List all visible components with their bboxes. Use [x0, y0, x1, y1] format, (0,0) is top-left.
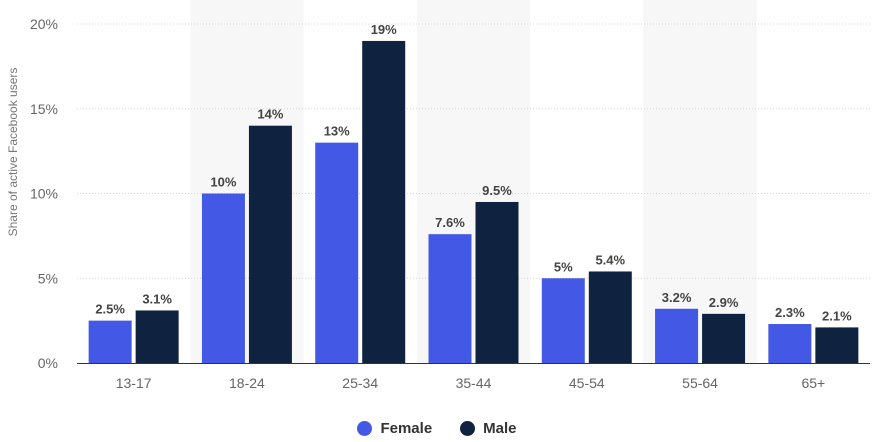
bar-male[interactable]: [815, 327, 859, 363]
x-tick-label: 45-54: [569, 375, 605, 391]
bar-male[interactable]: [702, 313, 746, 363]
data-label-female: 5%: [554, 259, 573, 274]
x-tick-label: 25-34: [342, 375, 378, 391]
x-tick-label: 18-24: [229, 375, 265, 391]
data-label-male: 3.1%: [142, 291, 172, 306]
bar-female[interactable]: [768, 324, 812, 363]
bar-chart: 0% 5% 10% 15% 20% Share of active Facebook u…: [6, 0, 870, 391]
bar-male[interactable]: [248, 125, 292, 363]
y-axis-ticks: 0% 5% 10% 15% 20%: [30, 16, 58, 371]
data-label-male: 19%: [371, 22, 397, 37]
data-label-female: 3.2%: [662, 290, 692, 305]
category-band: [643, 0, 757, 363]
bar-male[interactable]: [135, 310, 179, 363]
bar-female[interactable]: [428, 234, 472, 363]
x-tick-label: 13-17: [116, 375, 152, 391]
data-label-female: 2.5%: [95, 302, 125, 317]
data-label-male: 5.4%: [595, 252, 625, 267]
y-tick-label: 15%: [30, 101, 58, 117]
data-label-male: 2.9%: [709, 295, 739, 310]
data-label-female: 7.6%: [435, 215, 465, 230]
data-label-male: 14%: [257, 107, 283, 122]
x-tick-label: 35-44: [456, 375, 492, 391]
category-bands: [190, 0, 757, 363]
bar-female[interactable]: [88, 320, 132, 363]
bar-female[interactable]: [541, 278, 585, 363]
data-label-female: 10%: [210, 175, 236, 190]
y-tick-label: 0%: [38, 355, 58, 371]
y-axis-title: Share of active Facebook users: [6, 68, 20, 237]
x-axis-ticks: 13-17 18-24 25-34 35-44 45-54 55-64 65+: [116, 375, 825, 391]
bar-female[interactable]: [655, 308, 699, 363]
value-labels: 2.5% 3.1% 10% 14% 13% 19% 7.6% 9.5% 5% 5.4% 3.2% 2.…: [95, 22, 852, 323]
legend-label-female: Female: [380, 420, 433, 437]
data-label-female: 2.3%: [775, 305, 805, 320]
y-tick-label: 20%: [30, 16, 58, 32]
y-tick-label: 10%: [30, 186, 58, 202]
legend: Female Male: [0, 420, 874, 437]
bar-female[interactable]: [315, 142, 359, 363]
x-tick-label: 65+: [801, 375, 825, 391]
bar-female[interactable]: [201, 193, 245, 364]
bar-male[interactable]: [362, 40, 406, 363]
legend-item-female[interactable]: Female: [357, 420, 432, 437]
x-tick-label: 55-64: [682, 375, 718, 391]
legend-marker-male: [460, 421, 476, 436]
bar-male[interactable]: [588, 271, 632, 363]
data-label-male: 9.5%: [482, 183, 512, 198]
data-label-female: 13%: [324, 124, 350, 139]
legend-label-male: Male: [483, 420, 517, 437]
bar-male[interactable]: [475, 201, 519, 363]
y-tick-label: 5%: [38, 270, 58, 286]
bars: [88, 40, 859, 364]
legend-marker-female: [357, 421, 373, 436]
data-label-male: 2.1%: [822, 308, 852, 323]
legend-item-male[interactable]: Male: [460, 420, 517, 437]
